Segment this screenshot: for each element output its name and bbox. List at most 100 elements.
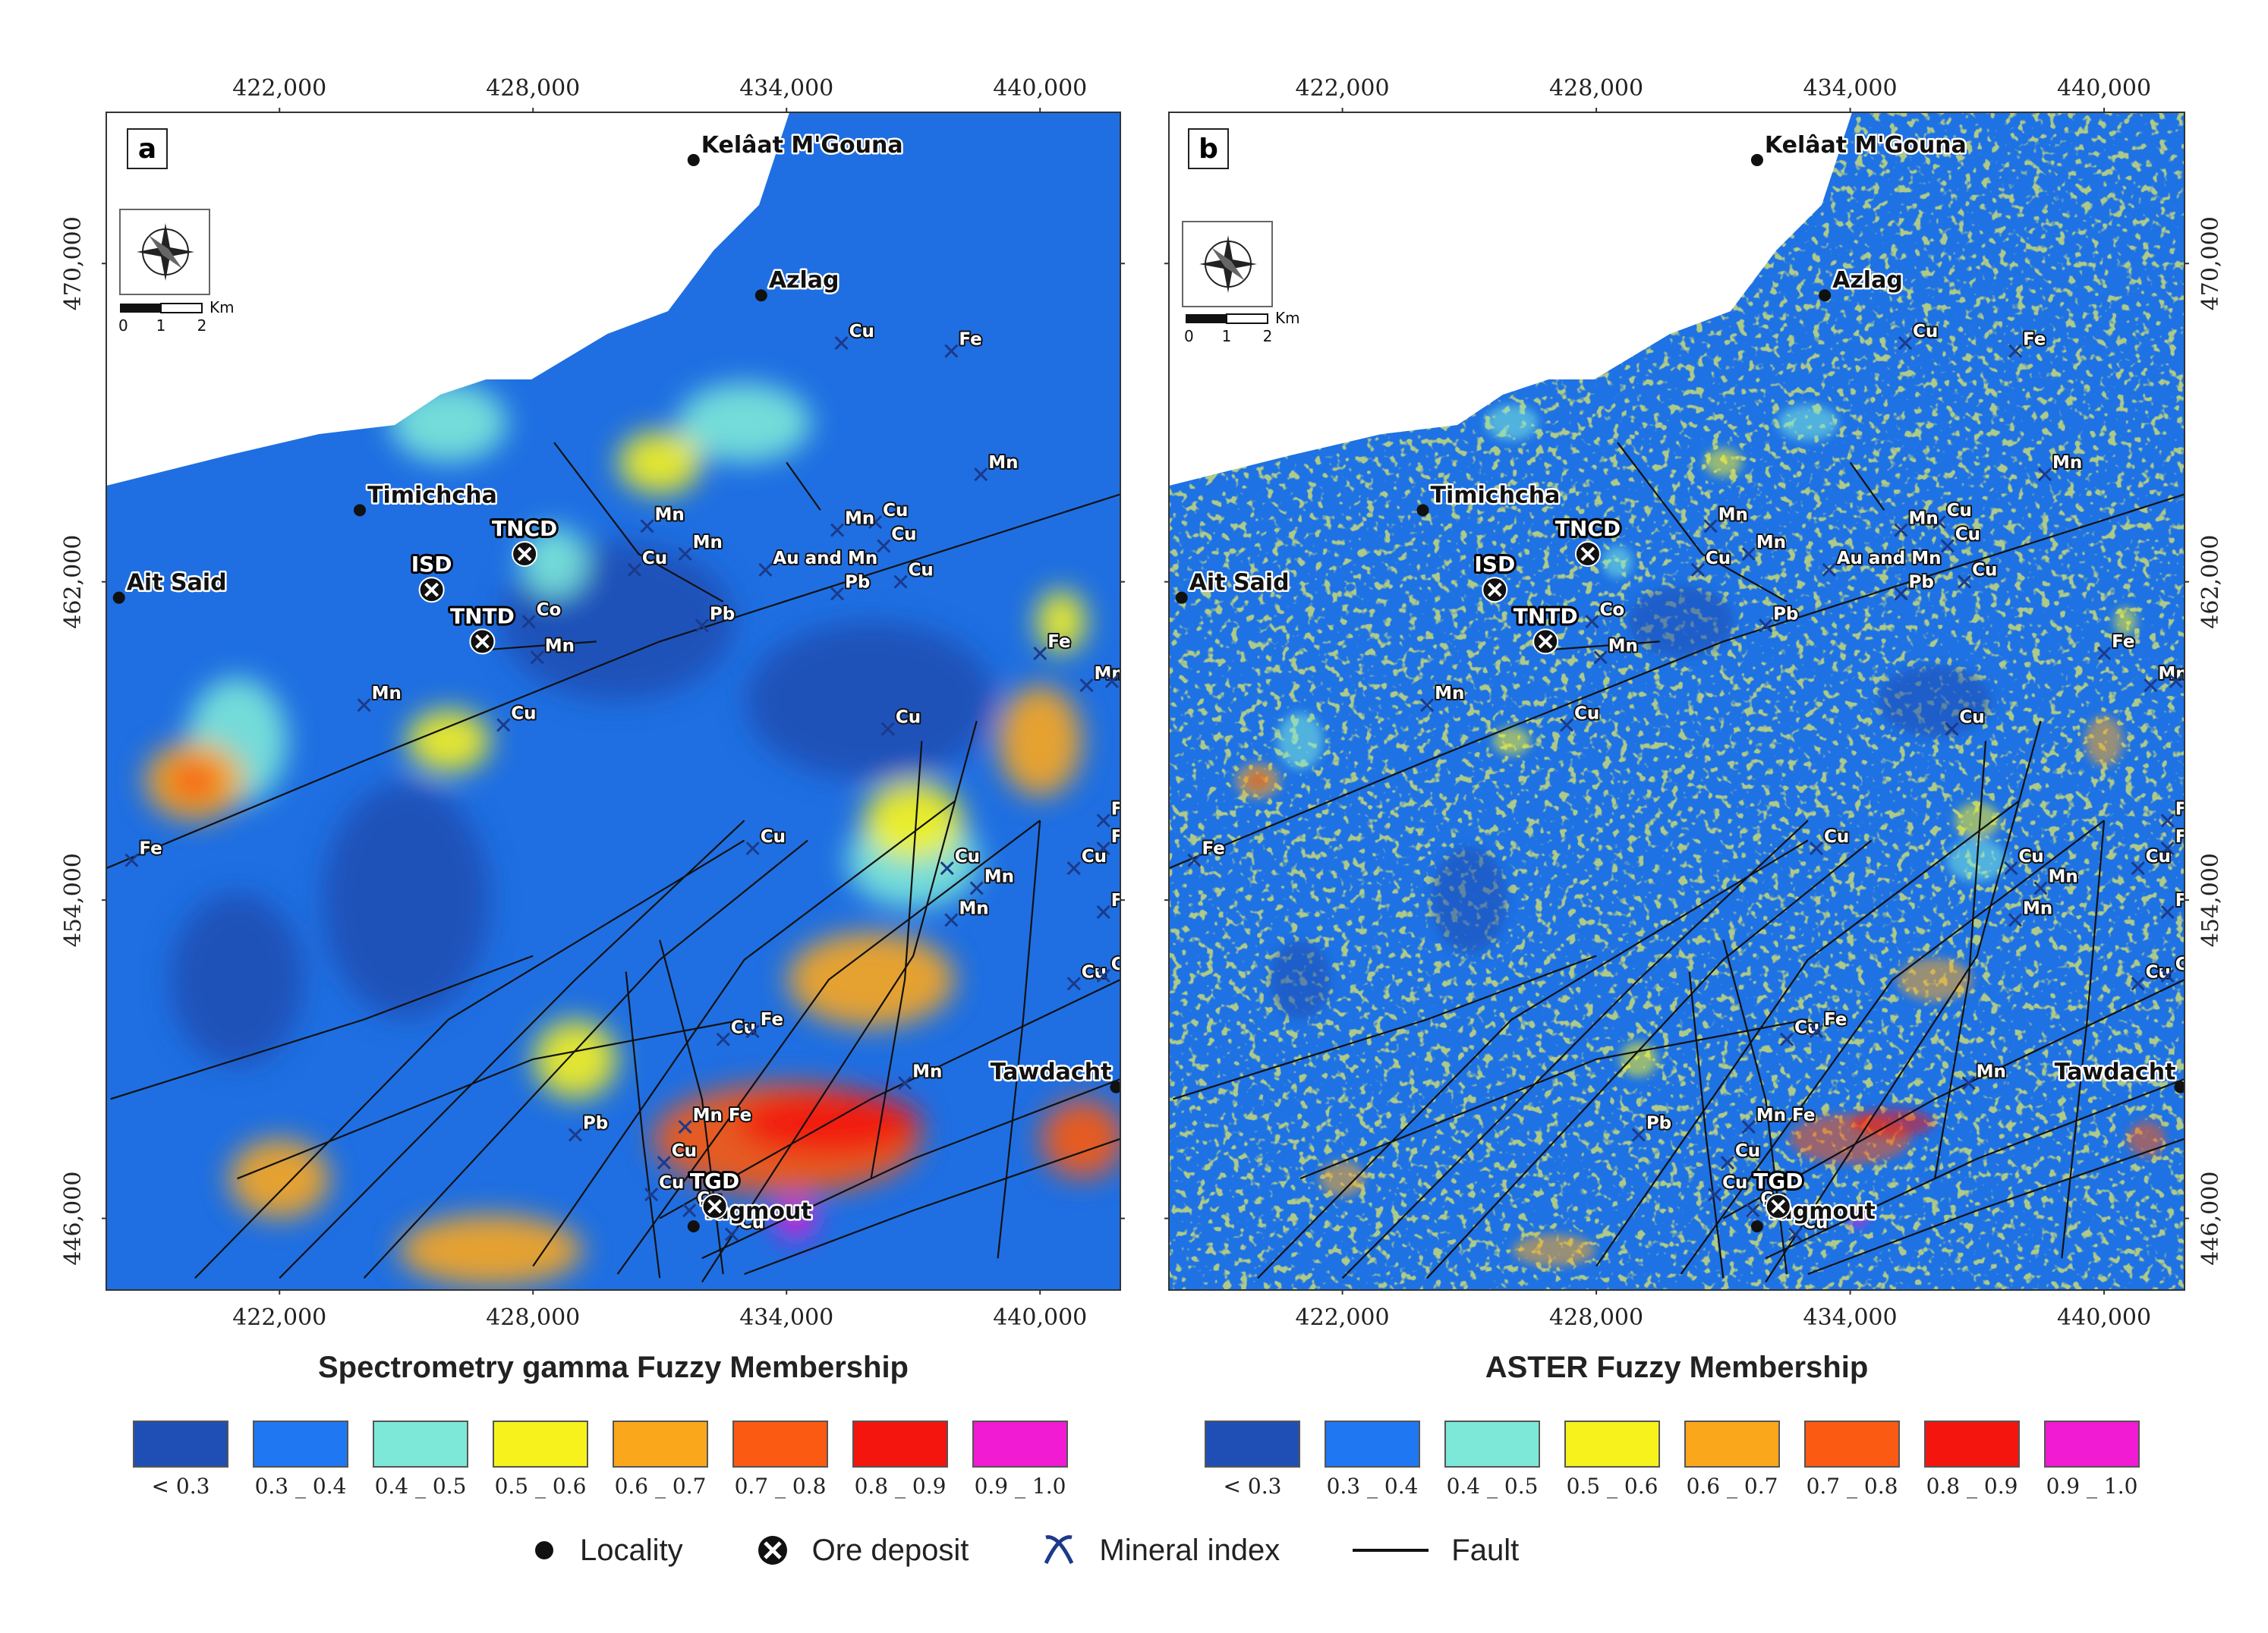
ore-deposit-label: TGD [690, 1169, 739, 1194]
frame-a [106, 112, 1121, 1291]
x-tick-bottom: 440,000 [993, 1304, 1087, 1331]
mineral-index: Cu [1788, 1212, 1829, 1241]
fault-line [532, 800, 956, 1267]
ore-deposit-label: TNTD [1514, 603, 1578, 628]
legend-class: 0.5 _ 0.6 [487, 1421, 594, 1499]
mineral-index: Mn [1703, 503, 1750, 533]
y-tick: 470,000 [2197, 216, 2224, 310]
fault-line [625, 971, 661, 1279]
legend-locality-label: Locality [580, 1533, 683, 1567]
mineral-index-label: Pb [1908, 572, 1933, 592]
pickaxe-icon [2008, 344, 2023, 358]
ore-deposit-label: TGD [1753, 1169, 1803, 1194]
compass-rose-icon [119, 209, 210, 295]
mineral-index-label: Co [1600, 600, 1625, 620]
mineral-index: Cu [893, 559, 935, 589]
legend-swatch [972, 1421, 1068, 1468]
locality-label: Ait Said [127, 570, 227, 596]
mineral-index: Cu [496, 702, 538, 732]
mineral-index: Fe [1187, 838, 1227, 867]
locality: Ait Said [112, 568, 228, 604]
pickaxe-icon [974, 467, 988, 482]
mineral-index-label: Cu [1955, 525, 1980, 545]
mineral-index: Mn [1593, 634, 1640, 665]
ore-deposit: TGD [688, 1166, 742, 1219]
mineral-index-label: Cu [1082, 847, 1107, 867]
pickaxe-icon [1945, 722, 1959, 736]
mineral-index-label: Cu [1803, 1213, 1828, 1233]
legend-swatch [1684, 1421, 1780, 1468]
localities-b: Kelâat M'Gouna Azlag Timichcha Ait Said Tawd… [1175, 130, 2185, 1233]
compass-rose-icon [1182, 221, 1273, 307]
pickaxe-icon [868, 514, 883, 530]
mineral-index: Cu [1559, 702, 1601, 732]
mineral-index-label: Mn [1608, 636, 1638, 656]
mineral-index-label: Mn [1435, 684, 1464, 703]
legend-swatch [1804, 1421, 1900, 1468]
pickaxe-icon [1559, 718, 1574, 732]
x-tick-bottom: 434,000 [739, 1304, 833, 1331]
mineral-index-label: Mn [988, 453, 1018, 473]
mineral-index: Pb [695, 603, 736, 633]
ore-deposit: TNCD [490, 514, 559, 567]
pickaxe-icon [834, 336, 849, 351]
mineral-index: Cu [1945, 706, 1986, 736]
pickaxe-icon [1420, 698, 1435, 713]
mineral-index: Cu [1898, 320, 1939, 351]
pickaxe-icon [1961, 1076, 1976, 1090]
mineral-index: Cu [834, 320, 876, 351]
ore-deposit-label: ISD [1474, 552, 1515, 577]
mineral-index: Cu [657, 1140, 698, 1170]
legend-class: 0.5 _ 0.6 [1559, 1421, 1665, 1499]
ore-deposit: ISD [409, 549, 455, 603]
mineral-index: FL [1096, 826, 1120, 856]
mineral-index-label: Co [537, 600, 562, 620]
mineral-index-label: Mn [372, 684, 402, 703]
pickaxe-icon [724, 1227, 739, 1241]
mineral-index-label: Cu [849, 322, 874, 341]
fault-line [279, 820, 745, 1279]
frame-b [1168, 112, 2185, 1291]
fault-line [194, 839, 745, 1279]
mineral-index: Cu [1932, 499, 1973, 530]
mineral-index: Cu [1958, 559, 1999, 589]
mineral-index: Cu [2131, 961, 2172, 991]
mineral-index: Cu [1809, 826, 1851, 856]
panel-b-badge [1188, 128, 1229, 169]
mineral-index: Pb [1759, 603, 1800, 633]
mineral-index: Mn [357, 682, 403, 713]
mineral-index: Cu [627, 547, 669, 577]
mineral-index: Au and Mn [758, 547, 879, 577]
legend-class-label: 0.9 _ 1.0 [2046, 1474, 2138, 1499]
mineral-index: Fe [944, 329, 984, 358]
mineral-index-label: Mn [2158, 664, 2188, 684]
x-tick-top: 434,000 [1803, 75, 1898, 102]
pickaxe-icon [1096, 841, 1110, 856]
legend-swatch [613, 1421, 708, 1468]
legend-class-label: 0.3 _ 0.4 [1326, 1474, 1419, 1499]
fault-line [1680, 820, 2105, 1275]
pickaxe-icon [644, 1188, 659, 1202]
pickaxe-icon [1741, 546, 1756, 562]
mineral-index-label: Mn [1977, 1062, 2006, 1081]
mineral-index: Fe [1033, 631, 1073, 661]
fault-line [870, 741, 923, 1179]
x-tick-bottom: 422,000 [1296, 1304, 1390, 1331]
fault-line [659, 979, 1120, 1219]
y-tick: 462,000 [60, 535, 87, 629]
mineral-index-label: Mn [2052, 453, 2082, 473]
faults-b [1169, 442, 2185, 1283]
legend-class-label: 0.4 _ 0.5 [374, 1474, 467, 1499]
pickaxe-icon [1593, 650, 1608, 665]
mineral-index: Mn [974, 452, 1020, 482]
mineral-index-label: Mn [2048, 867, 2077, 886]
legend-class-label: 0.8 _ 0.9 [1926, 1474, 2018, 1499]
mineral-index-label: Au and Mn [1837, 549, 1942, 568]
fault-line [237, 1018, 745, 1180]
pickaxe-icon [944, 913, 959, 927]
legend-class-label: 0.6 _ 0.7 [614, 1474, 707, 1499]
mineral-index-label: Mn [655, 505, 685, 524]
fault-line [1934, 741, 1987, 1179]
